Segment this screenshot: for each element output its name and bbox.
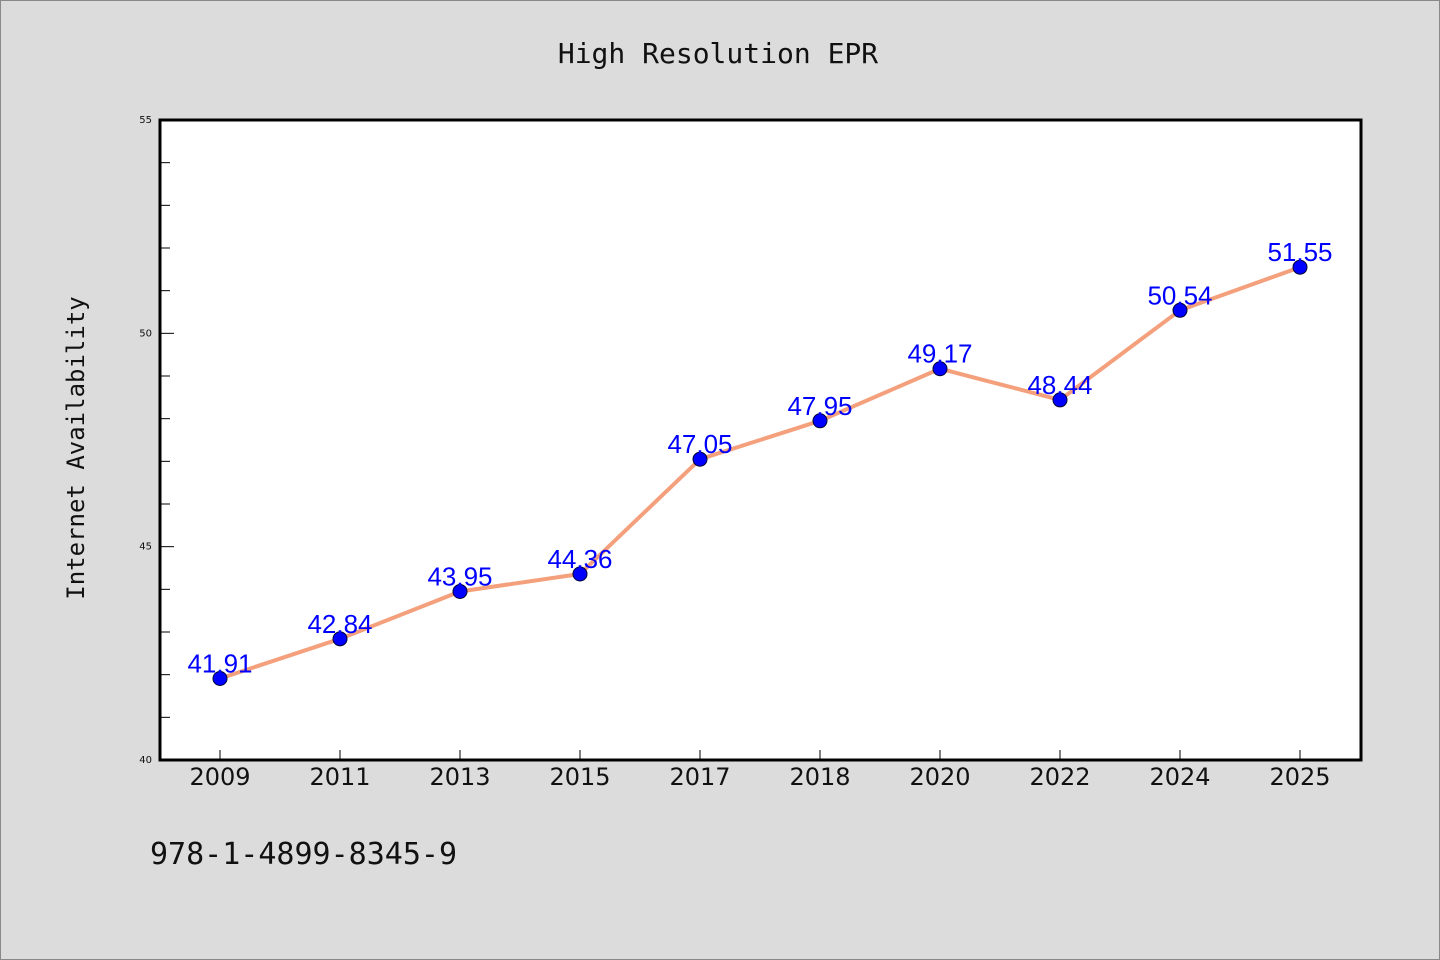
data-label: 49.17 <box>907 339 972 369</box>
x-tick-label: 2024 <box>1149 763 1210 791</box>
data-point <box>1292 259 1308 275</box>
x-tick-label: 2018 <box>789 763 850 791</box>
x-tick-label: 2020 <box>909 763 970 791</box>
y-axis-label: Internet Availability <box>62 296 90 599</box>
data-label: 48.44 <box>1027 370 1092 400</box>
data-label: 44.36 <box>547 544 612 574</box>
isbn-text: 978-1-4899-8345-9 <box>150 837 457 872</box>
chart-title: High Resolution EPR <box>558 37 878 70</box>
x-tick-label: 2011 <box>309 763 370 791</box>
data-label: 51.55 <box>1267 237 1332 267</box>
data-label: 47.95 <box>787 391 852 421</box>
data-point <box>572 566 588 582</box>
data-point <box>212 671 228 687</box>
data-point <box>1052 392 1068 408</box>
data-point <box>692 451 708 467</box>
data-labels: 41.91 42.84 43.95 44.36 47.05 47.95 49.17 48.44… <box>187 237 1332 678</box>
series-line <box>219 265 1301 681</box>
x-tick-label: 2009 <box>189 763 250 791</box>
y-axis: 40 45 50 55 <box>139 115 174 766</box>
x-tick-label: 2022 <box>1029 763 1090 791</box>
x-tick-label: 2015 <box>549 763 610 791</box>
y-minor-ticks <box>160 162 170 718</box>
data-point <box>332 631 348 647</box>
data-label: 50.54 <box>1147 280 1212 310</box>
data-point <box>812 413 828 429</box>
y-tick-label: 50 <box>139 328 152 339</box>
data-label: 42.84 <box>307 609 372 639</box>
x-tick-label: 2013 <box>429 763 490 791</box>
series-markers <box>212 259 1308 687</box>
data-point <box>932 361 948 377</box>
data-label: 43.95 <box>427 561 492 591</box>
data-point <box>452 583 468 599</box>
y-tick-label: 55 <box>139 115 152 126</box>
y-tick-label: 45 <box>139 542 152 553</box>
x-tick-label: 2025 <box>1269 763 1330 791</box>
x-tick-label: 2017 <box>669 763 730 791</box>
data-point <box>1172 302 1188 318</box>
data-label: 41.91 <box>187 649 252 679</box>
data-label: 47.05 <box>667 429 732 459</box>
y-tick-label: 40 <box>139 755 152 766</box>
x-axis: 2009 2011 2013 2015 2017 2018 2020 2022 2024 2025 <box>189 750 1331 791</box>
